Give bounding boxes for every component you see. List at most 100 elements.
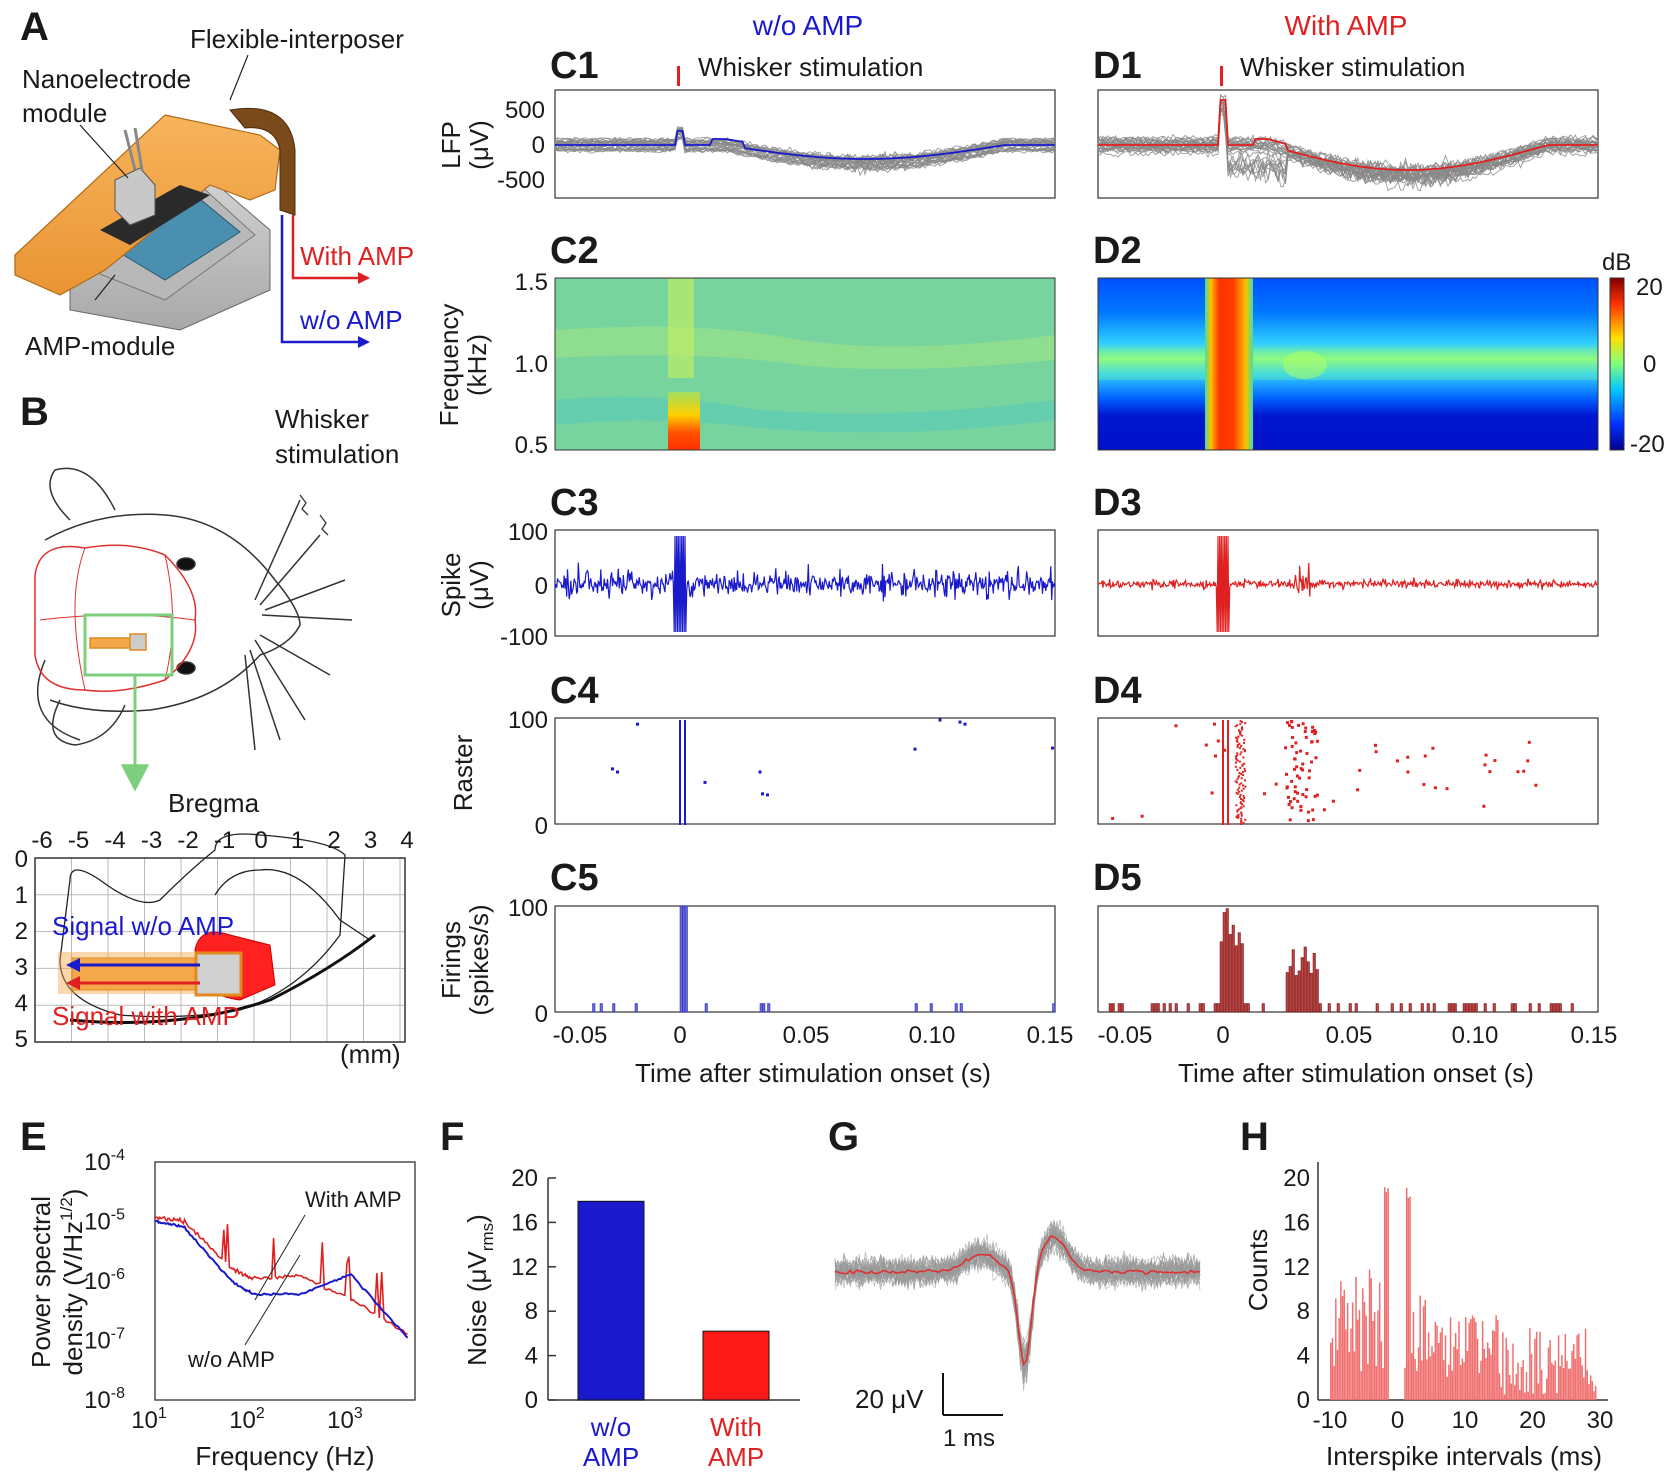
isi-bar (1446, 1376, 1448, 1400)
noise-y-tick-3: 8 (525, 1298, 538, 1325)
firing-bar (599, 1003, 603, 1013)
firing-bar (1492, 1003, 1496, 1013)
firing-bar (954, 1003, 958, 1013)
isi-bar (1579, 1357, 1582, 1400)
isi-y-tick-2: 12 (1283, 1254, 1310, 1281)
spike-tick-neg100: -100 (500, 624, 548, 651)
spike-plot-d (1097, 529, 1599, 637)
isi-bar (1353, 1351, 1356, 1400)
isi-bar (1412, 1311, 1415, 1400)
isi-bar (1542, 1394, 1545, 1400)
bregma-y-tick-0: 0 (15, 846, 28, 873)
psd-ylabel-1: Power spectral (26, 1196, 56, 1368)
panel-letter-c5: C5 (550, 857, 599, 899)
spike-tick-0: 0 (535, 573, 548, 600)
bar-with-amp (702, 1330, 770, 1401)
isi-y-tick-3: 8 (1297, 1298, 1310, 1325)
firing-bar (759, 1003, 763, 1013)
time-tick-c-3: 0.10 (909, 1022, 956, 1049)
bregma-y-tick-2: 2 (15, 918, 28, 945)
isi-bar (1525, 1372, 1528, 1400)
bregma-x-tick-3: -3 (141, 827, 162, 854)
lfp-tick-500: 500 (505, 97, 545, 124)
isi-bar (1362, 1288, 1364, 1400)
psd-y-tick-0: 10-4 (84, 1147, 125, 1176)
isi-bar (1483, 1348, 1486, 1400)
bregma-y-ticks: 0 1 2 3 4 5 (15, 846, 28, 1053)
isi-bar (1451, 1370, 1453, 1400)
noise-y-tick-5: 0 (525, 1387, 538, 1414)
isi-bar (1454, 1332, 1457, 1400)
ylabel-lfp-1: LFP (436, 121, 466, 169)
isi-bar (1513, 1385, 1516, 1400)
bar-without-amp (577, 1200, 645, 1401)
raster-tick-100: 100 (508, 707, 548, 734)
isi-bar (1586, 1370, 1588, 1400)
isi-bar (1508, 1374, 1511, 1400)
isi-bar (1416, 1370, 1418, 1400)
firing-bar (1399, 1003, 1403, 1013)
isi-bar (1421, 1360, 1423, 1400)
psd-y-tick-2: 10-6 (84, 1266, 125, 1295)
isi-bar (1419, 1295, 1421, 1400)
firing-bar (1462, 1003, 1466, 1013)
isi-bar (1507, 1349, 1509, 1400)
isi-bar (1377, 1310, 1379, 1400)
firing-bar (1483, 1003, 1487, 1013)
firing-bar (1312, 952, 1316, 1013)
label-amp-module: AMP-module (25, 331, 175, 361)
isi-bar (1492, 1330, 1494, 1400)
firing-bar (1318, 1003, 1322, 1013)
freq-tick-1-5: 1.5 (515, 269, 548, 296)
isi-bar (1463, 1362, 1465, 1400)
panel-letter-d2: D2 (1093, 230, 1142, 272)
noise-y-tick-2: 12 (511, 1254, 538, 1281)
firing-bar (1052, 1003, 1056, 1013)
firing-bar (959, 1003, 963, 1013)
stim-label-d: Whisker stimulation (1240, 52, 1465, 82)
panel-letter-c3: C3 (550, 482, 599, 524)
isi-bar (1335, 1298, 1337, 1400)
psd-x-ticks: 101 102 103 (131, 1405, 363, 1434)
isi-bar (1346, 1302, 1349, 1400)
firings-plot-c (554, 905, 1056, 1013)
firing-bar (1570, 1003, 1574, 1013)
firing-bar (1468, 1003, 1472, 1013)
raster-tick-0: 0 (535, 813, 548, 840)
raster-plot-d (1097, 717, 1599, 825)
isi-xlabel: Interspike intervals (ms) (1326, 1441, 1602, 1471)
lfp-plot-d (1097, 89, 1599, 199)
isi-bar (1470, 1319, 1472, 1400)
isi-bar (1576, 1335, 1578, 1400)
psd-y-ticks: 10-4 10-5 10-6 10-7 10-8 (84, 1147, 125, 1414)
colorbar-tick-neg20: -20 (1630, 431, 1665, 458)
isi-bar (1432, 1352, 1435, 1400)
raster-plot-c (554, 717, 1056, 825)
firing-bar (682, 905, 686, 1013)
isi-bar (1569, 1368, 1572, 1400)
isi-bar (1539, 1331, 1541, 1400)
isi-bar (1351, 1302, 1354, 1400)
isi-bar (1485, 1358, 1487, 1400)
firing-bar (1213, 1003, 1217, 1013)
title-with-amp: With AMP (1285, 10, 1408, 41)
isi-bar (1438, 1342, 1440, 1400)
isi-bar (1532, 1393, 1534, 1400)
isi-bar (1500, 1387, 1502, 1400)
isi-histogram (1317, 1162, 1608, 1401)
scale-bar-time: 1 ms (943, 1425, 995, 1452)
label-flexible-interposer: Flexible-interposer (190, 24, 404, 54)
panel-letter-d4: D4 (1093, 670, 1142, 712)
label-bregma: Bregma (168, 788, 260, 818)
ylabel-freq-1: Frequency (434, 304, 464, 427)
isi-bar (1443, 1360, 1445, 1400)
isi-bar (1372, 1321, 1374, 1400)
isi-bar (1524, 1392, 1526, 1400)
firings-plot-d (1097, 905, 1599, 1013)
isi-x-tick-1: 0 (1391, 1407, 1404, 1434)
isi-bar (1368, 1269, 1371, 1400)
isi-bar (1436, 1325, 1438, 1400)
isi-bar (1385, 1192, 1388, 1400)
isi-bar (1488, 1348, 1491, 1400)
isi-bar (1578, 1333, 1580, 1400)
